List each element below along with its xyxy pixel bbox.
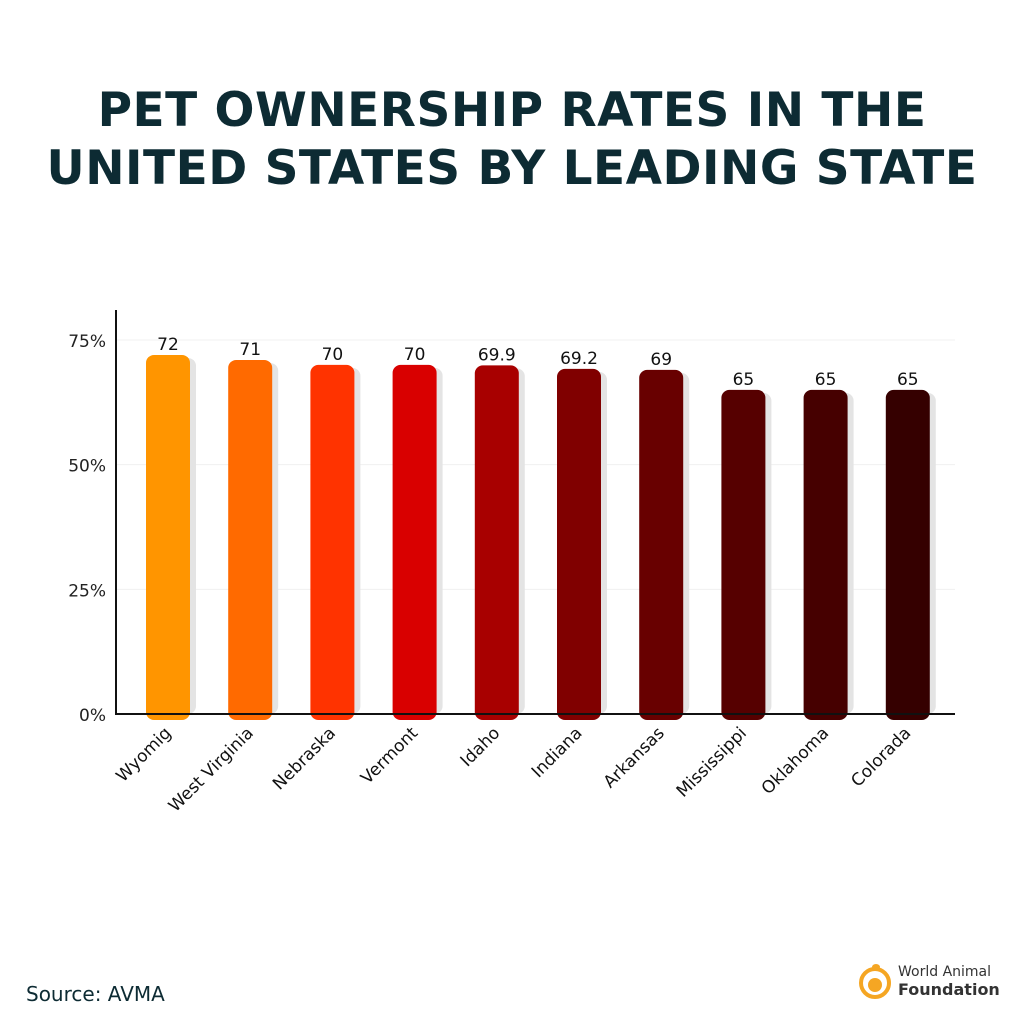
bar-nebraska: [310, 364, 355, 720]
bar-idaho: [474, 365, 519, 720]
bar-vermont: [392, 364, 437, 720]
y-tick-label: 75%: [68, 332, 106, 352]
bar-mississippi: [721, 389, 766, 720]
logo-text-line1: World Animal: [898, 964, 992, 980]
bar-arkansas: [639, 369, 684, 720]
world-animal-foundation-logo: World Animal Foundation: [858, 962, 1000, 1000]
x-tick-label: Wyomig: [113, 723, 176, 786]
page-title: PET OWNERSHIP RATES IN THE UNITED STATES…: [46, 83, 978, 196]
bar-indiana: [557, 368, 601, 720]
data-label: 72: [157, 335, 179, 355]
x-tick-label: West Virginia: [165, 723, 258, 816]
bar-colorada: [885, 389, 930, 720]
x-tick-label: Colorada: [847, 723, 915, 791]
paw-logo-icon: [859, 964, 891, 999]
data-label: 69: [650, 350, 672, 370]
x-tick-label: Vermont: [357, 723, 422, 788]
x-tick-label: Idaho: [457, 723, 505, 771]
data-label: 70: [322, 345, 344, 365]
data-label: 65: [897, 370, 919, 390]
data-label: 69.2: [560, 349, 598, 369]
data-label: 71: [239, 340, 261, 360]
bar-wyomig: [146, 354, 190, 720]
data-label: 65: [733, 370, 755, 390]
bar-west-virginia: [228, 359, 273, 720]
source-note: Source: AVMA: [26, 982, 165, 1006]
x-tick-label: Nebraska: [269, 723, 340, 794]
data-label: 65: [815, 370, 837, 390]
y-tick-label: 25%: [68, 581, 106, 601]
bar-oklahoma: [803, 389, 848, 720]
x-tick-label: Indiana: [528, 723, 587, 782]
y-tick-label: 0%: [79, 706, 106, 726]
y-tick-label: 50%: [68, 457, 106, 477]
logo-text-line2: Foundation: [898, 980, 1000, 999]
x-tick-label: Mississippi: [673, 723, 751, 801]
x-tick-label: Arkansas: [600, 723, 669, 792]
x-tick-label: Oklahoma: [758, 723, 833, 798]
data-label: 70: [404, 345, 426, 365]
data-label: 69.9: [478, 345, 516, 365]
